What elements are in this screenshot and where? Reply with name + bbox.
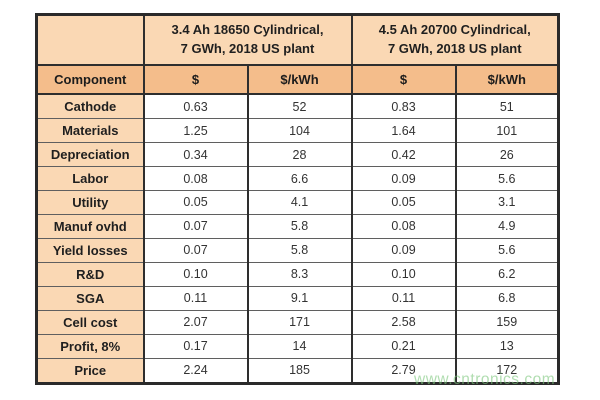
cell-value: 0.07: [142, 237, 249, 263]
column-header-dollar-1: $: [142, 64, 249, 95]
cell-value: 4.9: [454, 213, 560, 239]
cell-value: 51: [454, 93, 560, 120]
cell-value: 2.07: [142, 309, 249, 335]
group-header-18650-line2: 7 GWh, 2018 US plant: [180, 41, 315, 56]
cell-value: 14: [246, 333, 353, 359]
row-label: Labor: [35, 166, 145, 191]
cell-value: 28: [246, 142, 353, 168]
cell-value: 171: [246, 309, 353, 335]
cell-value: 13: [454, 333, 560, 359]
row-label: SGA: [35, 285, 145, 311]
cell-value: 159: [454, 309, 560, 335]
cell-value: 0.63: [142, 93, 249, 120]
cell-value: 2.79: [350, 357, 457, 385]
table-row-materials: Materials 1.25 104 1.64 101: [35, 118, 560, 144]
column-header-dollar-per-kwh-1: $/kWh: [246, 64, 353, 95]
cell-value: 0.21: [350, 333, 457, 359]
cell-value: 5.6: [454, 237, 560, 263]
cell-value: 101: [454, 118, 560, 144]
table-row-price: Price 2.24 185 2.79 172: [35, 357, 560, 385]
table-row-depreciation: Depreciation 0.34 28 0.42 26: [35, 142, 560, 168]
cell-value: 0.09: [350, 237, 457, 263]
column-header-dollar-per-kwh-2: $/kWh: [454, 64, 560, 95]
group-header-20700: 4.5 Ah 20700 Cylindrical, 7 GWh, 2018 US…: [350, 14, 560, 66]
cell-value: 9.1: [246, 285, 353, 311]
cell-value: 0.11: [142, 285, 249, 311]
cell-value: 0.07: [142, 213, 249, 239]
table-row-profit: Profit, 8% 0.17 14 0.21 13: [35, 333, 560, 359]
cell-value: 0.08: [350, 213, 457, 239]
table-row-manuf-ovhd: Manuf ovhd 0.07 5.8 0.08 4.9: [35, 213, 560, 239]
cell-value: 6.8: [454, 285, 560, 311]
cell-value: 0.10: [350, 261, 457, 287]
row-label: Yield losses: [35, 237, 145, 263]
group-header-row: 3.4 Ah 18650 Cylindrical, 7 GWh, 2018 US…: [35, 14, 560, 66]
cell-value: 0.42: [350, 142, 457, 168]
table-row-utility: Utility 0.05 4.1 0.05 3.1: [35, 189, 560, 215]
row-label: Manuf ovhd: [35, 213, 145, 239]
table-row-labor: Labor 0.08 6.6 0.09 5.6: [35, 166, 560, 191]
cell-value: 0.10: [142, 261, 249, 287]
cell-value: 1.64: [350, 118, 457, 144]
row-label: R&D: [35, 261, 145, 287]
cell-value: 0.05: [142, 189, 249, 215]
cell-value: 3.1: [454, 189, 560, 215]
cell-value: 104: [246, 118, 353, 144]
cell-value: 0.34: [142, 142, 249, 168]
table-row-rd: R&D 0.10 8.3 0.10 6.2: [35, 261, 560, 287]
cell-value: 5.8: [246, 213, 353, 239]
cell-value: 26: [454, 142, 560, 168]
group-header-18650-line1: 3.4 Ah 18650 Cylindrical,: [171, 22, 324, 38]
cell-value: 52: [246, 93, 353, 120]
cell-value: 5.6: [454, 166, 560, 191]
table-row-yield-losses: Yield losses 0.07 5.8 0.09 5.6: [35, 237, 560, 263]
cell-value: 0.09: [350, 166, 457, 191]
column-header-row: Component $ $/kWh $ $/kWh: [35, 64, 560, 95]
cell-value: 0.83: [350, 93, 457, 120]
cell-value: 0.08: [142, 166, 249, 191]
cell-value: 4.1: [246, 189, 353, 215]
row-label: Cathode: [35, 93, 145, 120]
cell-value: 1.25: [142, 118, 249, 144]
column-header-component: Component: [35, 64, 145, 95]
cell-value: 0.17: [142, 333, 249, 359]
table-row-cathode: Cathode 0.63 52 0.83 51: [35, 93, 560, 120]
cell-value: 2.24: [142, 357, 249, 385]
row-label: Utility: [35, 189, 145, 215]
row-label: Materials: [35, 118, 145, 144]
group-header-18650: 3.4 Ah 18650 Cylindrical, 7 GWh, 2018 US…: [142, 14, 353, 66]
corner-cell: [35, 14, 145, 66]
cell-value: 185: [246, 357, 353, 385]
row-label: Price: [35, 357, 145, 385]
cell-value: 5.8: [246, 237, 353, 263]
row-label: Cell cost: [35, 309, 145, 335]
row-label: Depreciation: [35, 142, 145, 168]
column-header-dollar-2: $: [350, 64, 457, 95]
cell-value: 172: [454, 357, 560, 385]
group-header-20700-line1: 4.5 Ah 20700 Cylindrical,: [378, 22, 531, 38]
cell-value: 6.2: [454, 261, 560, 287]
cell-value: 2.58: [350, 309, 457, 335]
cell-value: 8.3: [246, 261, 353, 287]
cell-value: 0.05: [350, 189, 457, 215]
table-row-sga: SGA 0.11 9.1 0.11 6.8: [35, 285, 560, 311]
table-row-cell-cost: Cell cost 2.07 171 2.58 159: [35, 309, 560, 335]
cell-value: 6.6: [246, 166, 353, 191]
cell-value: 0.11: [350, 285, 457, 311]
row-label: Profit, 8%: [35, 333, 145, 359]
group-header-20700-line2: 7 GWh, 2018 US plant: [387, 41, 522, 56]
battery-cost-table: 3.4 Ah 18650 Cylindrical, 7 GWh, 2018 US…: [35, 13, 561, 385]
